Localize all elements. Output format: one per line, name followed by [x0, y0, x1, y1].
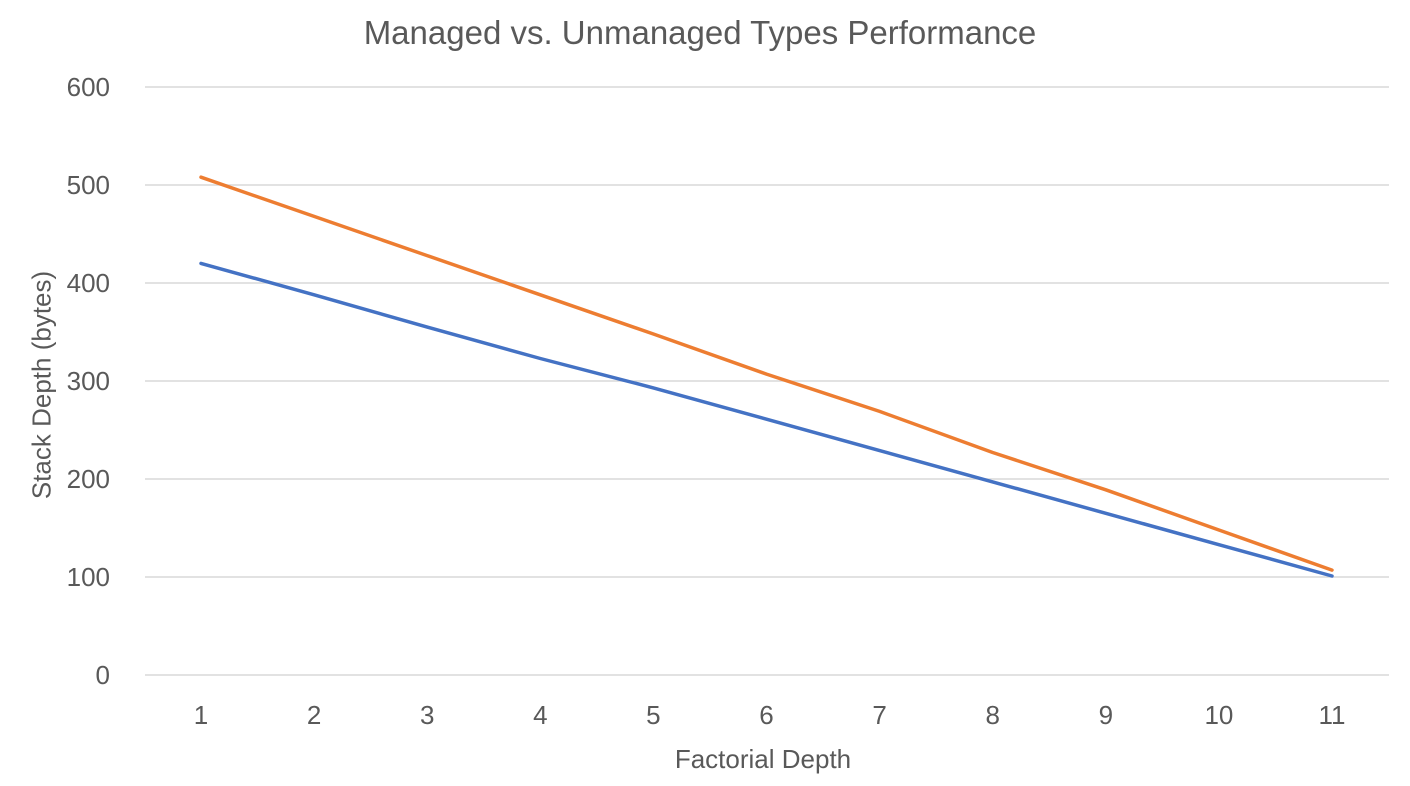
- x-tick-label: 11: [1319, 700, 1346, 730]
- series-line-2: [199, 175, 1334, 572]
- y-tick-label: 100: [67, 562, 110, 592]
- y-tick-label: 200: [67, 464, 110, 494]
- x-axis-label: Factorial Depth: [674, 744, 852, 774]
- x-tick-label: 1: [194, 700, 208, 730]
- x-tick-label: 10: [1204, 700, 1233, 730]
- x-tick-label: 4: [533, 700, 547, 730]
- x-tick-label: 6: [759, 700, 773, 730]
- x-tick-label: 5: [646, 700, 660, 730]
- gridlines: [145, 86, 1389, 676]
- x-tick-label: 7: [872, 700, 886, 730]
- series-lines: [199, 175, 1334, 578]
- series-line-1: [199, 261, 1334, 578]
- x-tick-label: 8: [985, 700, 999, 730]
- x-tick-label: 2: [307, 700, 321, 730]
- y-tick-label: 400: [67, 268, 110, 298]
- y-tick-label: 300: [67, 366, 110, 396]
- x-tick-label: 9: [1099, 700, 1113, 730]
- x-tick-labels: 1 2 3 4 5 6 7 8 9 10 11: [194, 700, 1346, 730]
- y-tick-label: 0: [96, 660, 110, 690]
- y-tick-labels: 0 100 200 300 400 500 600: [67, 72, 110, 690]
- y-tick-label: 600: [67, 72, 110, 102]
- x-tick-label: 3: [420, 700, 434, 730]
- chart-title: Managed vs. Unmanaged Types Performance: [363, 14, 1037, 51]
- y-tick-label: 500: [67, 170, 110, 200]
